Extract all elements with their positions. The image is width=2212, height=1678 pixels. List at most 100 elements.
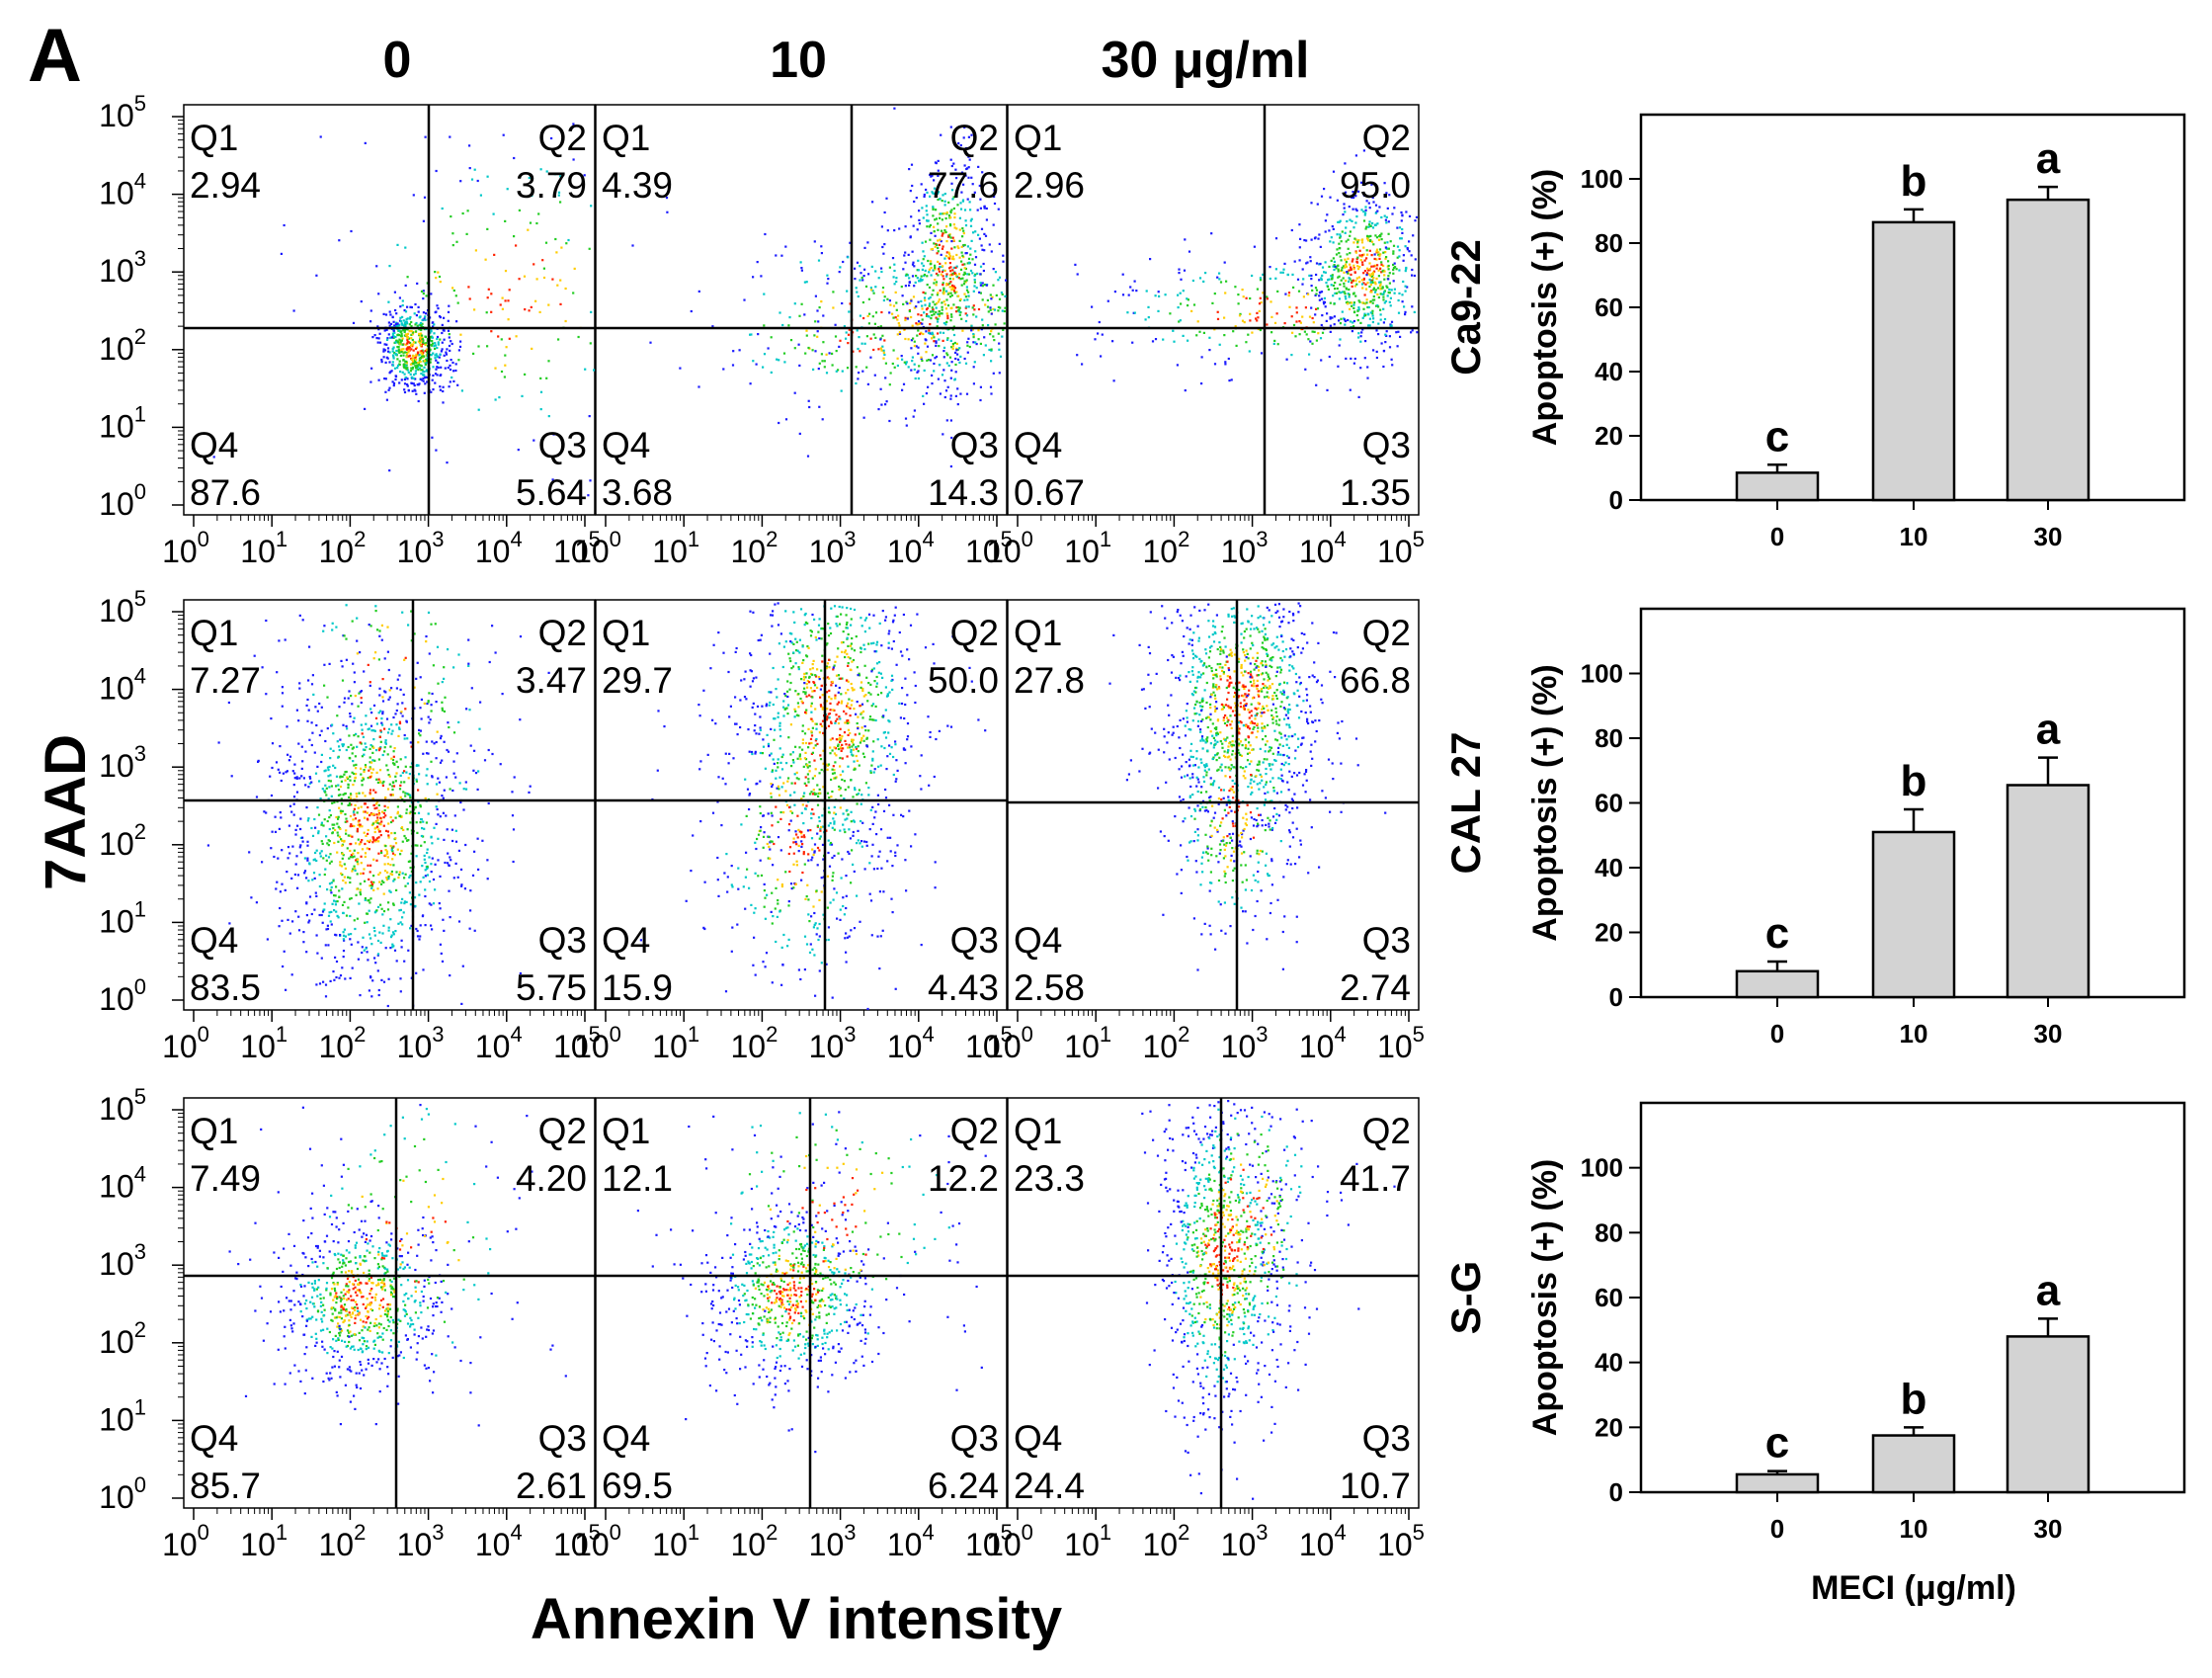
flow-event bbox=[387, 977, 390, 980]
flow-event bbox=[401, 771, 404, 775]
flow-event bbox=[1357, 268, 1360, 271]
flow-event bbox=[888, 299, 891, 302]
flow-event bbox=[416, 366, 419, 369]
flow-event bbox=[414, 370, 417, 373]
flow-event bbox=[1404, 285, 1407, 288]
flow-event-cloud bbox=[631, 107, 1008, 468]
flow-event bbox=[754, 724, 757, 727]
flow-event bbox=[328, 862, 332, 865]
flow-event bbox=[962, 256, 965, 259]
flow-event bbox=[315, 894, 318, 897]
flow-event bbox=[1318, 279, 1321, 282]
flow-event bbox=[826, 768, 829, 771]
flow-event bbox=[353, 849, 356, 852]
flow-event bbox=[1316, 307, 1320, 310]
flow-event bbox=[333, 978, 336, 981]
flow-event bbox=[414, 347, 418, 351]
flow-event bbox=[990, 348, 993, 351]
flow-event bbox=[862, 739, 865, 742]
flow-event bbox=[933, 362, 936, 366]
flow-event bbox=[907, 253, 910, 256]
flow-event bbox=[419, 378, 422, 380]
flow-event bbox=[910, 215, 913, 218]
flow-event bbox=[1355, 277, 1358, 280]
flow-event bbox=[939, 262, 942, 265]
flow-event bbox=[341, 679, 345, 682]
flow-event bbox=[382, 910, 386, 913]
flow-event bbox=[429, 331, 432, 334]
flow-event bbox=[814, 320, 817, 323]
flow-event bbox=[452, 370, 455, 373]
flow-event bbox=[811, 719, 814, 722]
flow-event bbox=[893, 107, 896, 110]
flow-event bbox=[353, 734, 356, 737]
flow-event bbox=[1394, 266, 1397, 269]
flow-event bbox=[1183, 269, 1187, 272]
flow-event bbox=[1314, 287, 1318, 290]
flow-event bbox=[846, 817, 849, 820]
flow-event bbox=[845, 875, 848, 878]
flow-event bbox=[321, 910, 325, 913]
flow-event bbox=[383, 657, 386, 660]
flow-event bbox=[403, 388, 406, 391]
flow-event bbox=[954, 357, 957, 361]
flow-event bbox=[941, 270, 944, 274]
flow-event bbox=[432, 325, 435, 328]
flow-event bbox=[1393, 288, 1396, 291]
flow-event bbox=[391, 380, 394, 383]
flow-event bbox=[465, 232, 468, 235]
flow-event bbox=[923, 193, 926, 197]
flow-event bbox=[920, 357, 923, 361]
flow-event bbox=[392, 945, 395, 948]
flow-event bbox=[876, 794, 879, 797]
flow-event bbox=[943, 257, 946, 260]
flow-event bbox=[872, 868, 875, 871]
flow-event bbox=[1295, 320, 1298, 323]
flow-event bbox=[925, 210, 928, 212]
flow-event bbox=[1320, 291, 1324, 294]
flow-event bbox=[320, 823, 323, 826]
flow-event bbox=[451, 361, 454, 365]
flow-event bbox=[559, 201, 562, 204]
flow-event bbox=[417, 789, 420, 792]
flow-event bbox=[377, 803, 380, 806]
flow-event bbox=[1339, 338, 1342, 341]
flow-event bbox=[950, 257, 954, 260]
flow-event bbox=[349, 713, 352, 715]
flow-event bbox=[863, 664, 866, 667]
flow-event bbox=[399, 796, 402, 798]
flow-y-tick-exp: 4 bbox=[134, 664, 146, 689]
flow-event bbox=[1345, 279, 1348, 283]
flow-event bbox=[351, 752, 354, 755]
flow-event bbox=[974, 256, 978, 259]
flow-event bbox=[361, 784, 364, 787]
flow-event bbox=[403, 363, 406, 366]
flow-event bbox=[1371, 273, 1374, 276]
flow-event bbox=[860, 681, 863, 684]
flow-event bbox=[1370, 291, 1373, 294]
flow-event bbox=[524, 308, 527, 311]
flow-event bbox=[934, 218, 937, 221]
flow-event bbox=[371, 841, 374, 844]
flow-event bbox=[781, 753, 784, 756]
flow-event bbox=[951, 272, 954, 275]
flow-event bbox=[962, 232, 965, 235]
flow-event bbox=[947, 251, 950, 254]
flow-event bbox=[408, 773, 411, 776]
flow-event bbox=[362, 777, 365, 780]
flow-event bbox=[471, 874, 475, 877]
flow-event bbox=[298, 682, 301, 685]
flow-event bbox=[847, 655, 850, 659]
flow-event bbox=[862, 416, 865, 419]
flow-event bbox=[1366, 366, 1369, 369]
flow-event bbox=[793, 347, 796, 350]
flow-event bbox=[839, 266, 842, 269]
flow-event bbox=[527, 228, 530, 231]
flow-event bbox=[1388, 288, 1391, 292]
flow-event bbox=[1402, 280, 1405, 284]
flow-event bbox=[829, 746, 832, 749]
flow-event bbox=[513, 235, 516, 238]
flow-event bbox=[987, 324, 990, 327]
flow-event bbox=[858, 672, 860, 675]
